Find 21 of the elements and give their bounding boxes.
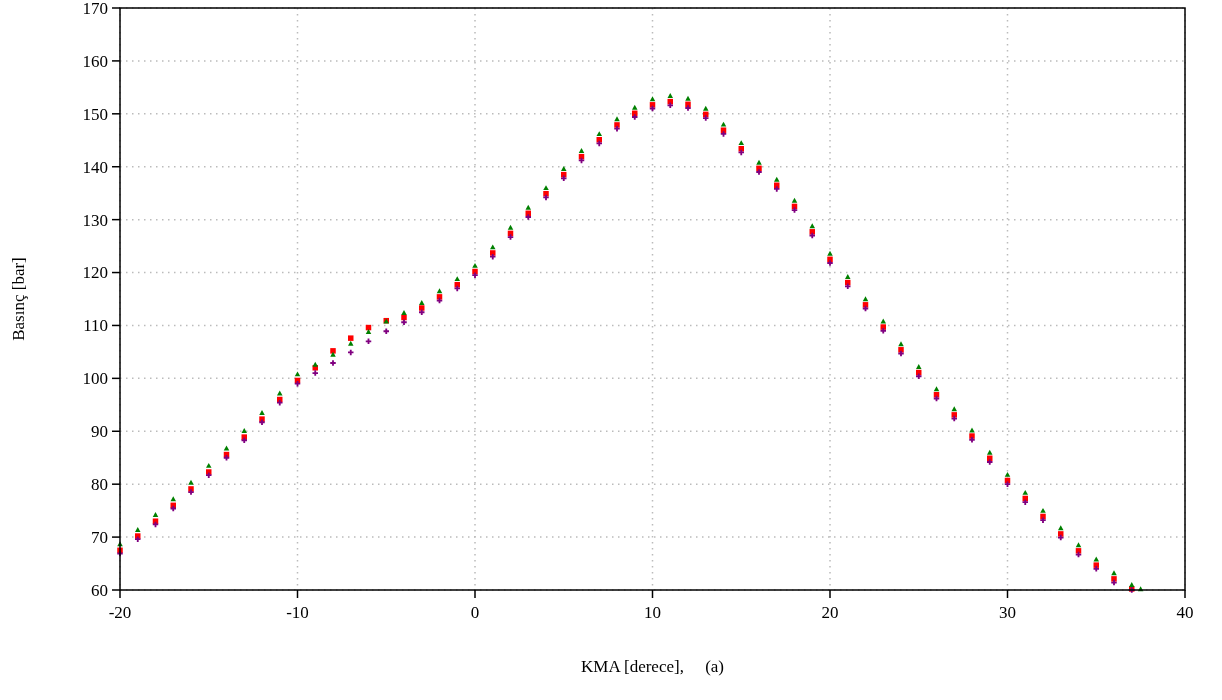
x-axis-title: KMA [derece], (a) (580, 657, 725, 676)
x-tick-label: 40 (1176, 603, 1194, 622)
y-tick-label: 170 (82, 0, 108, 18)
y-tick-label: 70 (91, 528, 108, 548)
y-tick-label: 130 (82, 210, 108, 230)
y-tick-label: 100 (82, 369, 108, 389)
x-tick-label: 10 (644, 603, 661, 622)
y-tick-label: 90 (91, 422, 108, 442)
x-tick-label: -20 (108, 603, 132, 622)
x-tick-label: -10 (286, 603, 309, 622)
y-tick-label: 80 (91, 475, 108, 495)
y-tick-label: 110 (83, 316, 108, 336)
y-tick-label: 150 (82, 104, 108, 124)
x-tick-label: 30 (999, 603, 1016, 622)
y-axis-title: Basınç [bar] (9, 257, 28, 341)
y-tick-label: 140 (82, 157, 108, 177)
y-tick-label: 160 (82, 51, 108, 71)
y-tick-label: 60 (91, 580, 108, 600)
x-tick-label: 20 (821, 603, 839, 622)
y-tick-label: 120 (82, 263, 108, 283)
x-tick-label: 0 (470, 603, 480, 622)
